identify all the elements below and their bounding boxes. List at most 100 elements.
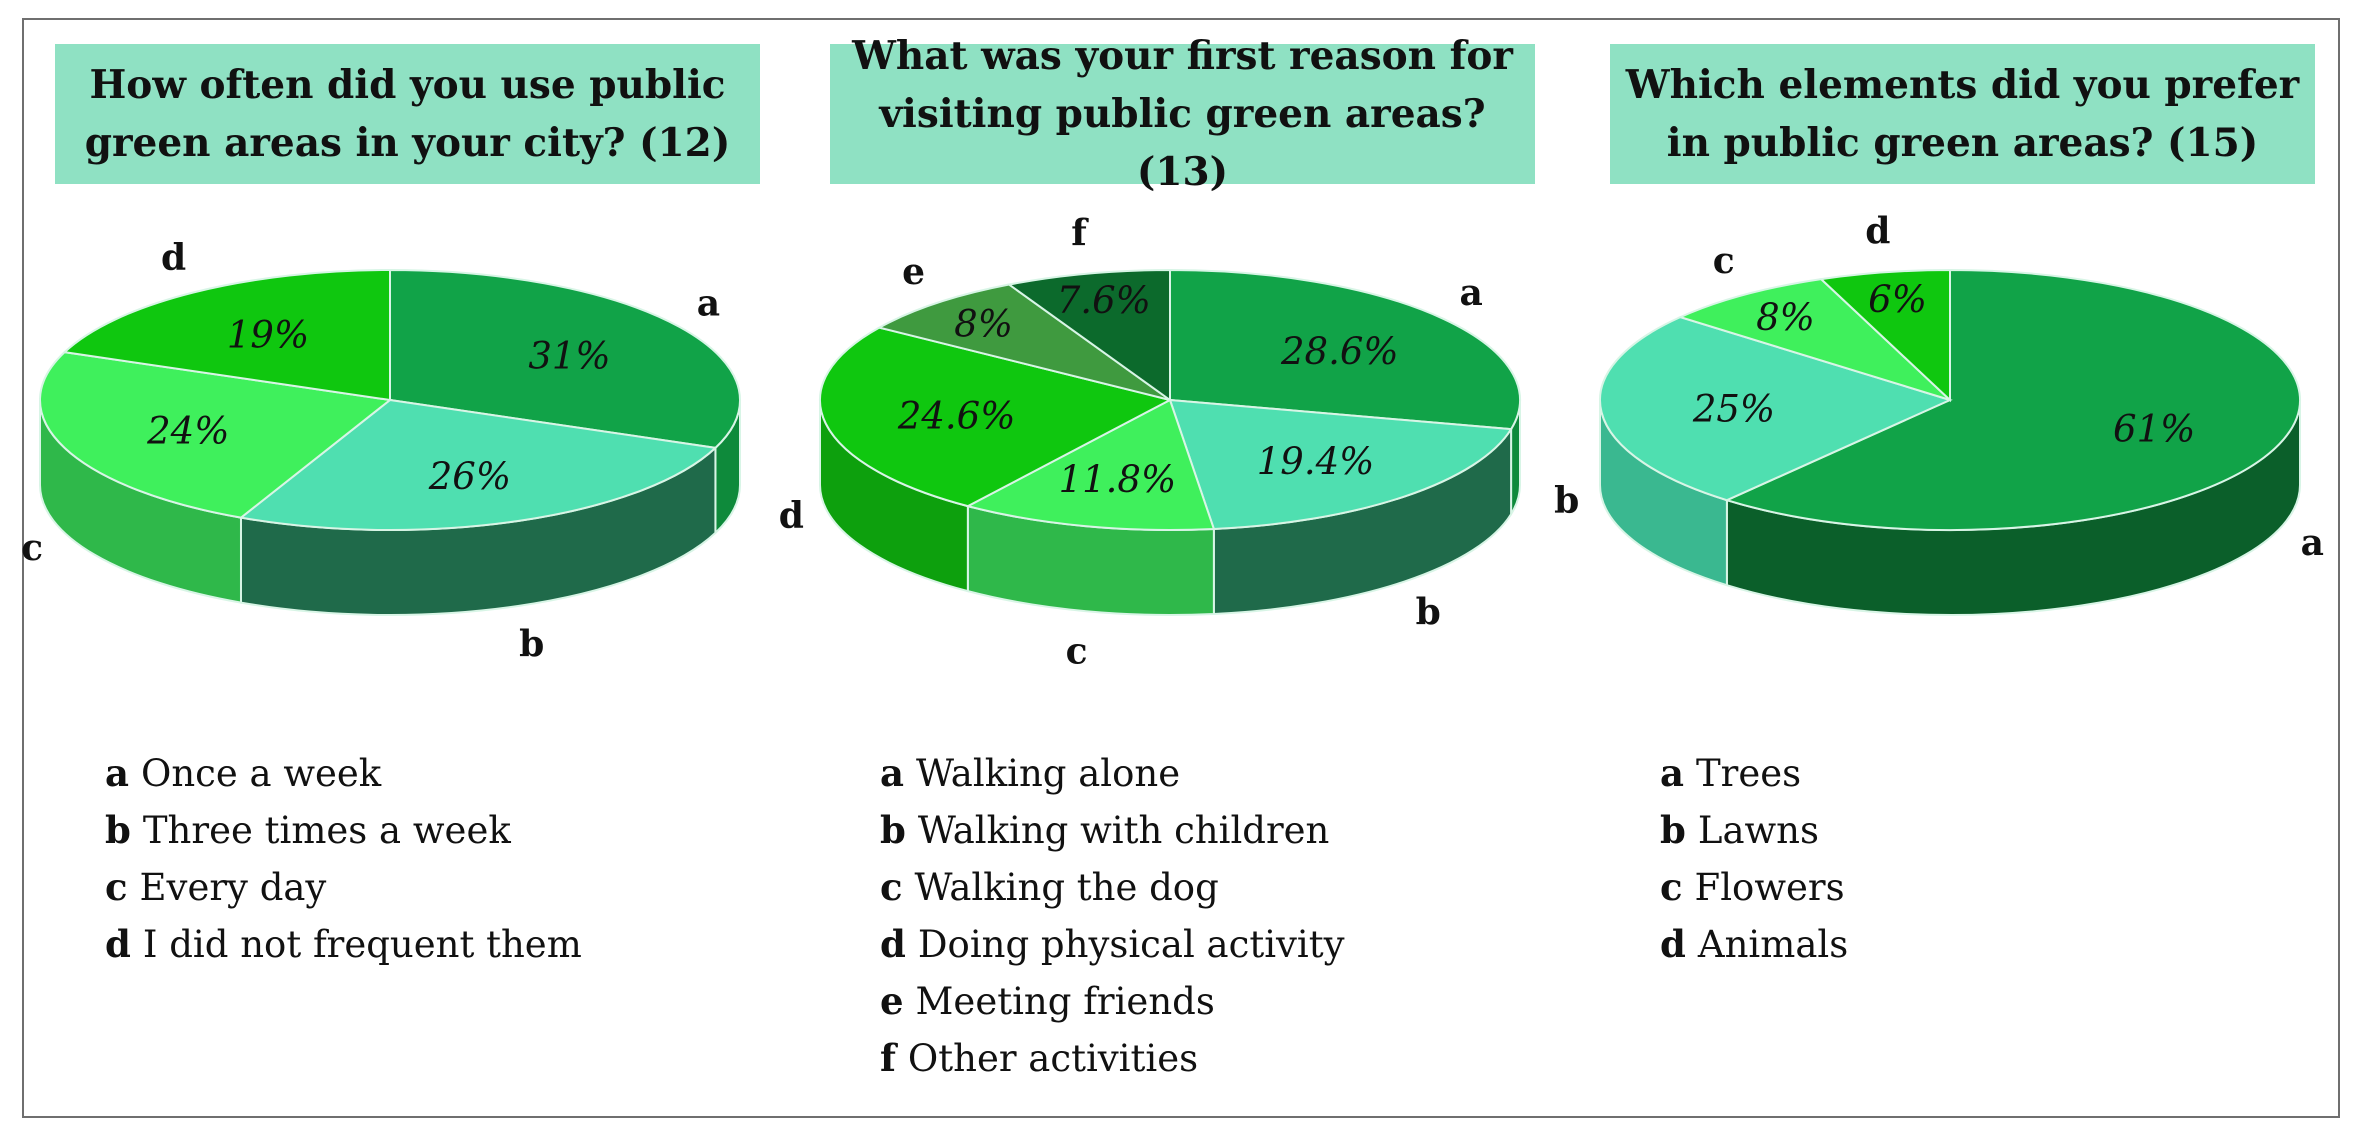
figure-frame bbox=[22, 18, 2340, 1118]
legend-item: d Animals bbox=[1660, 916, 1848, 973]
chart-panel-2: What was your first reason for visiting … bbox=[779, 0, 1590, 1100]
legend-item: b Three times a week bbox=[105, 802, 582, 859]
pie-slices bbox=[1599, 268, 2301, 531]
chart-title-2-line-1: What was your first reason for bbox=[852, 33, 1513, 79]
pie-chart-3: 61% a 25% b 8% c 6% d bbox=[1554, 210, 2324, 616]
legend-label: Walking the dog bbox=[914, 866, 1219, 909]
legend-item: a Walking alone bbox=[880, 745, 1345, 802]
chart-title-2-line-2: visiting public green areas? (13) bbox=[879, 91, 1486, 195]
pie-slice-c bbox=[965, 398, 1216, 531]
pie-value-label-f: 7.6% bbox=[1057, 279, 1151, 322]
pie-labels: 31% a 26% b 24% c 19% d bbox=[21, 237, 720, 665]
pie-slices bbox=[819, 268, 1521, 531]
chart-title-3-line-2: in public green areas? (15) bbox=[1666, 120, 2259, 166]
legend-key: b bbox=[880, 808, 906, 852]
pie-key-label-b: b bbox=[1554, 480, 1579, 522]
pie-value-label-b: 25% bbox=[1692, 388, 1775, 431]
pie-value-label-d: 19% bbox=[227, 313, 309, 356]
legend-item: d Doing physical activity bbox=[880, 916, 1345, 973]
legend-label: Every day bbox=[139, 866, 327, 909]
legend-key: d bbox=[105, 922, 131, 966]
chart-panel-3: Which elements did you prefer in public … bbox=[1554, 0, 2363, 1100]
legend-item: c Flowers bbox=[1660, 859, 1848, 916]
legend-key: d bbox=[1660, 922, 1686, 966]
pie-key-label-b: b bbox=[1416, 591, 1441, 633]
pie-key-label-d: d bbox=[1865, 210, 1890, 252]
legend-label: I did not frequent them bbox=[142, 923, 582, 966]
pie-key-label-e: e bbox=[902, 251, 925, 293]
legend-key: e bbox=[880, 979, 904, 1023]
pie-key-label-c: c bbox=[21, 527, 43, 569]
pie-side-walls bbox=[819, 399, 1521, 616]
pie-value-label-b: 26% bbox=[428, 455, 511, 498]
legend-key: a bbox=[1660, 751, 1684, 795]
pie-value-label-a: 61% bbox=[2113, 407, 2195, 450]
pie-value-label-c: 11.8% bbox=[1059, 458, 1177, 501]
legend-key: b bbox=[105, 808, 131, 852]
pie-slice-c bbox=[1677, 278, 1951, 401]
legend-label: Meeting friends bbox=[915, 980, 1215, 1023]
pie-value-label-c: 8% bbox=[1756, 296, 1815, 339]
legend-item: b Lawns bbox=[1660, 802, 1848, 859]
legend-label: Walking alone bbox=[915, 752, 1181, 795]
pie-slice-a bbox=[1724, 268, 2301, 531]
pie-key-label-a: a bbox=[2301, 522, 2324, 564]
pie-slice-c bbox=[39, 351, 393, 519]
legend-label: Flowers bbox=[1694, 866, 1845, 909]
legend-item: d I did not frequent them bbox=[105, 916, 582, 973]
pie-slices bbox=[39, 268, 741, 532]
legend-key: a bbox=[880, 751, 904, 795]
chart-title-1-line-1: How often did you use public bbox=[89, 62, 726, 108]
chart-title-box-2: What was your first reason for visiting … bbox=[830, 33, 1535, 195]
pie-slice-b bbox=[1599, 316, 1953, 502]
pie-key-label-c: c bbox=[1713, 240, 1735, 282]
legend-label: Three times a week bbox=[142, 809, 511, 852]
pie-value-label-a: 28.6% bbox=[1280, 330, 1399, 373]
chart-title-1: How often did you use public green areas… bbox=[85, 56, 731, 172]
pie-labels: 61% a 25% b 8% c 6% d bbox=[1554, 210, 2324, 564]
legend-1: a Once a week b Three times a week c Every … bbox=[105, 745, 582, 973]
legend-label: Doing physical activity bbox=[917, 923, 1345, 966]
legend-key: c bbox=[105, 865, 128, 909]
pie-value-label-b: 19.4% bbox=[1257, 440, 1375, 483]
legend-label: Once a week bbox=[140, 752, 382, 795]
legend-key: b bbox=[1660, 808, 1686, 852]
pie-value-label-d: 6% bbox=[1868, 278, 1927, 321]
chart-title-2: What was your first reason for visiting … bbox=[840, 27, 1525, 201]
pie-value-label-e: 8% bbox=[954, 302, 1013, 345]
pie-slice-e bbox=[876, 283, 1171, 401]
pie-value-label-c: 24% bbox=[146, 410, 229, 453]
legend-label: Animals bbox=[1697, 923, 1849, 966]
chart-title-3-line-1: Which elements did you prefer bbox=[1625, 62, 2300, 108]
legend-item: b Walking with children bbox=[880, 802, 1345, 859]
legend-label: Other activities bbox=[907, 1037, 1199, 1080]
legend-label: Walking with children bbox=[917, 809, 1330, 852]
legend-item: f Other activities bbox=[880, 1030, 1345, 1087]
pie-key-label-f: f bbox=[1071, 212, 1089, 254]
pie-labels: 28.6% a 19.4% b 11.8% c 24.6% d 8% e 7.6% f bbox=[779, 212, 1483, 672]
legend-3: a Trees b Lawns c Flowers d Animals bbox=[1660, 745, 1848, 973]
legend-item: c Walking the dog bbox=[880, 859, 1345, 916]
pie-slice-f bbox=[1006, 268, 1171, 402]
pie-key-label-b: b bbox=[519, 624, 544, 666]
pie-slice-a bbox=[389, 268, 741, 449]
pie-slice-b bbox=[238, 398, 718, 532]
chart-title-1-line-2: green areas in your city? (12) bbox=[84, 120, 731, 166]
legend-item: c Every day bbox=[105, 859, 582, 916]
pie-key-label-a: a bbox=[1460, 272, 1483, 314]
legend-key: a bbox=[105, 751, 129, 795]
legend-key: d bbox=[880, 922, 906, 966]
pie-slice-d bbox=[1818, 268, 1951, 403]
pie-key-label-c: c bbox=[1066, 630, 1088, 672]
pie-slice-b bbox=[1168, 398, 1513, 531]
pie-key-label-d: d bbox=[161, 237, 186, 279]
pie-slice-a bbox=[1169, 268, 1521, 431]
legend-label: Trees bbox=[1695, 752, 1802, 795]
legend-item: a Trees bbox=[1660, 745, 1848, 802]
legend-key: c bbox=[880, 865, 903, 909]
chart-title-box-3: Which elements did you prefer in public … bbox=[1610, 44, 2315, 184]
chart-title-box-1: How often did you use public green areas… bbox=[55, 44, 760, 184]
pie-slice-d bbox=[819, 326, 1173, 508]
chart-panel-1: How often did you use public green areas… bbox=[21, 0, 810, 1100]
pie-key-label-a: a bbox=[697, 283, 720, 325]
